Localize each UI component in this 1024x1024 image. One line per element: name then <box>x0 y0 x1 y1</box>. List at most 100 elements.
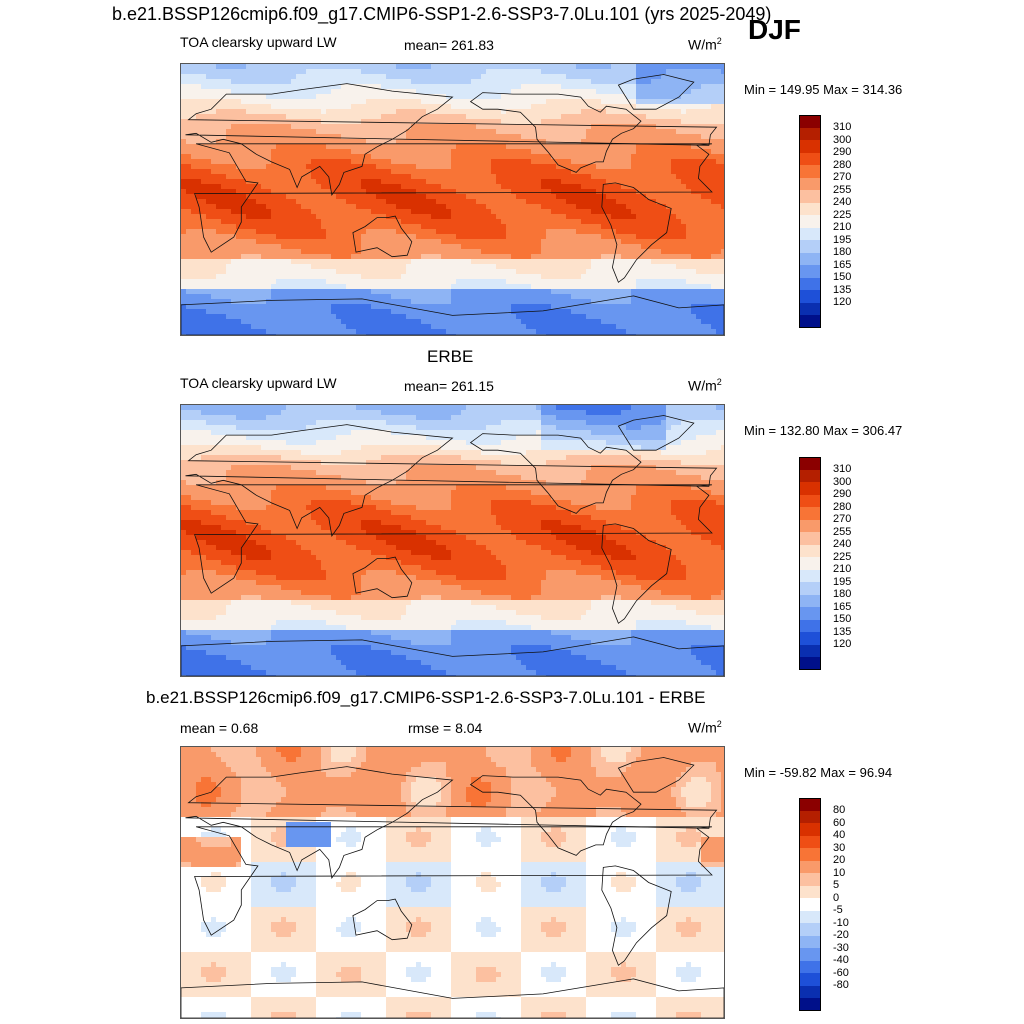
colorbar-tick-label: 10 <box>833 866 846 879</box>
colorbar-tick-label: 180 <box>833 246 852 259</box>
colorbar-swatch <box>799 177 821 191</box>
colorbar-swatch <box>799 277 821 291</box>
colorbar-tick-label: 300 <box>833 133 852 146</box>
colorbar-swatch <box>799 798 821 812</box>
coastline <box>194 143 713 253</box>
colorbar-tick-label: 225 <box>833 550 852 563</box>
colorbar-tick-label: 270 <box>833 513 852 526</box>
colorbar-swatch <box>799 532 821 546</box>
colorbar-swatch <box>799 873 821 887</box>
colorbar-tick-label: 300 <box>833 475 852 488</box>
colorbar-swatch <box>799 923 821 937</box>
coastline <box>181 978 724 1018</box>
colorbar-swatch <box>799 998 821 1012</box>
colorbar-tick-label: 195 <box>833 233 852 246</box>
coastline <box>601 523 672 624</box>
colorbar-tick-label: 80 <box>833 804 846 817</box>
coastline <box>181 295 724 335</box>
colorbar-tick-label: 120 <box>833 638 852 651</box>
panel-units: W/m2 <box>688 36 722 53</box>
colorbar-swatch <box>799 973 821 987</box>
colorbar-tick-label: -5 <box>833 904 843 917</box>
colorbar-tick-label: 180 <box>833 588 852 601</box>
panel-variable-label: TOA clearsky upward LW <box>180 375 337 391</box>
panel-variable-label: TOA clearsky upward LW <box>180 34 337 50</box>
colorbar-tick-label: -60 <box>833 966 849 979</box>
colorbar-tick-label: 255 <box>833 183 852 196</box>
panel-mean-label: mean= 261.15 <box>404 378 494 394</box>
colorbar-tick-label: 210 <box>833 563 852 576</box>
colorbar-tick-label: 290 <box>833 488 852 501</box>
panel-title: b.e21.BSSP126cmip6.f09_g17.CMIP6-SSP1-2.… <box>146 688 706 707</box>
coastline <box>352 898 413 941</box>
colorbar-swatch <box>799 657 821 671</box>
colorbar-tick-label: 240 <box>833 196 852 209</box>
colorbar-tick-label: -30 <box>833 941 849 954</box>
coastline <box>185 424 718 538</box>
colorbar-swatch <box>799 885 821 899</box>
panel-minmax: Min = 149.95 Max = 314.36 <box>744 82 903 97</box>
colorbar: 310 300 290 280 270 255 240 225 210 195 180 165 150 1… <box>799 457 859 671</box>
colorbar-tick-label: 165 <box>833 600 852 613</box>
colorbar-tick-label: -20 <box>833 929 849 942</box>
colorbar-swatch <box>799 494 821 508</box>
colorbar-swatch <box>799 190 821 204</box>
field-cells <box>181 64 724 335</box>
colorbar-swatch <box>799 482 821 496</box>
colorbar-tick-label: -80 <box>833 979 849 992</box>
colorbar-swatch <box>799 215 821 229</box>
colorbar-swatch <box>799 140 821 154</box>
colorbar-tick-label: 310 <box>833 121 852 134</box>
colorbar-swatch <box>799 252 821 266</box>
panel-rmse-label: rmse = 8.04 <box>408 720 483 736</box>
colorbar-tick-label: 280 <box>833 158 852 171</box>
colorbar-tick-label: -40 <box>833 954 849 967</box>
map-plot <box>180 404 725 677</box>
colorbar-tick-label: 60 <box>833 816 846 829</box>
colorbar-swatch <box>799 557 821 571</box>
colorbar-swatch <box>799 265 821 279</box>
coastline <box>185 83 718 197</box>
panel-units: W/m2 <box>688 719 722 736</box>
colorbar: 310 300 290 280 270 255 240 225 210 195 180 165 150 1… <box>799 115 859 329</box>
colorbar-swatch <box>799 519 821 533</box>
panel-mean-label: mean= 261.83 <box>404 37 494 53</box>
colorbar-swatch <box>799 848 821 862</box>
colorbar-swatch <box>799 632 821 646</box>
colorbar-swatch <box>799 227 821 241</box>
colorbar-tick-label: 195 <box>833 575 852 588</box>
panel-mean-label: mean = 0.68 <box>180 720 259 736</box>
colorbar-swatch <box>799 290 821 304</box>
colorbar-swatch <box>799 115 821 129</box>
colorbar-swatch <box>799 823 821 837</box>
colorbar-tick-label: 240 <box>833 538 852 551</box>
coastline <box>181 636 724 676</box>
colorbar-swatch <box>799 810 821 824</box>
colorbar-swatch <box>799 315 821 329</box>
colorbar-tick-label: 135 <box>833 625 852 638</box>
colorbar-swatch <box>799 202 821 216</box>
coastline <box>469 433 642 514</box>
colorbar-tick-label: 280 <box>833 500 852 513</box>
coastline <box>601 865 672 966</box>
figure-title: b.e21.BSSP126cmip6.f09_g17.CMIP6-SSP1-2.… <box>112 4 772 24</box>
colorbar-swatch <box>799 544 821 558</box>
colorbar-tick-label: 150 <box>833 271 852 284</box>
colorbar-tick-label: 20 <box>833 854 846 867</box>
panel-title: ERBE <box>427 347 474 366</box>
panel-units: W/m2 <box>688 377 722 394</box>
colorbar-swatch <box>799 165 821 179</box>
colorbar-tick-label: 225 <box>833 208 852 221</box>
colorbar-swatch <box>799 457 821 471</box>
colorbar-swatch <box>799 619 821 633</box>
colorbar-swatch <box>799 127 821 141</box>
coastline <box>601 182 672 283</box>
colorbar-swatch <box>799 960 821 974</box>
colorbar-swatch <box>799 469 821 483</box>
colorbar-tick-label: 290 <box>833 146 852 159</box>
coastline <box>185 766 718 880</box>
map-plot <box>180 63 725 336</box>
colorbar-swatch <box>799 507 821 521</box>
colorbar-swatch <box>799 860 821 874</box>
coastline <box>194 484 713 594</box>
